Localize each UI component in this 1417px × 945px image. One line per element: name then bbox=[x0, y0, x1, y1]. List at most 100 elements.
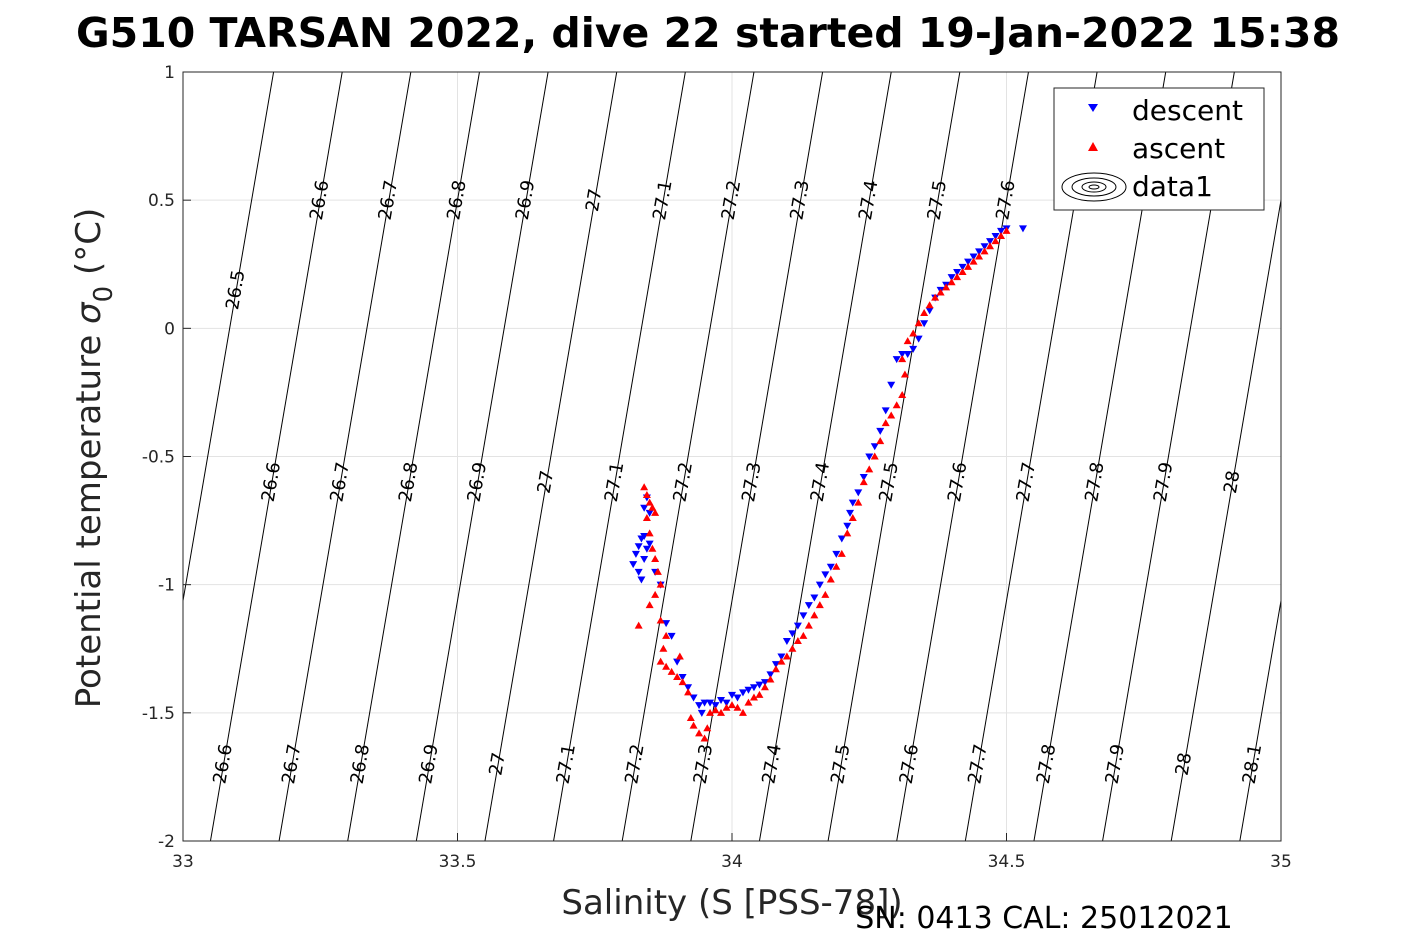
descent-point bbox=[898, 350, 907, 358]
ascent-point bbox=[695, 729, 704, 737]
ascent-point bbox=[700, 734, 709, 742]
descent-point bbox=[892, 356, 901, 364]
ascent-point bbox=[821, 590, 830, 598]
ascent-point bbox=[865, 465, 874, 473]
descent-point bbox=[986, 238, 995, 246]
ascent-point bbox=[991, 237, 1000, 245]
y-axis-ticks: -2 -1.5 -1 -0.5 0 0.5 1 bbox=[142, 63, 191, 852]
descent-point bbox=[640, 556, 649, 564]
descent-point bbox=[909, 345, 918, 353]
ascent-point bbox=[648, 503, 657, 511]
ascent-point bbox=[744, 698, 753, 706]
descent-point bbox=[645, 540, 654, 548]
ascent-point bbox=[706, 708, 715, 716]
descent-point bbox=[887, 381, 896, 389]
descent-point bbox=[706, 699, 715, 707]
isopycnal-line bbox=[621, 72, 755, 841]
legend-descent-marker bbox=[1088, 104, 1098, 112]
descent-point bbox=[782, 638, 791, 646]
ascent-point bbox=[640, 483, 649, 491]
descent-point bbox=[793, 622, 802, 630]
ascent-point bbox=[634, 621, 643, 629]
descent-point bbox=[969, 253, 978, 261]
isopycnal-label: 27 bbox=[582, 187, 607, 213]
descent-point bbox=[788, 630, 797, 638]
descent-point bbox=[876, 427, 885, 435]
descent-point bbox=[846, 509, 855, 517]
descent-point bbox=[991, 233, 1000, 241]
descent-point bbox=[837, 535, 846, 543]
ascent-point bbox=[931, 293, 940, 301]
ascent-point bbox=[684, 688, 693, 696]
descent-point bbox=[1018, 225, 1027, 233]
descent-point bbox=[760, 679, 769, 687]
x-axis-label: Salinity (S [PSS-78]) bbox=[561, 883, 902, 923]
descent-point bbox=[733, 694, 742, 702]
ascent-point bbox=[980, 247, 989, 255]
ascent-point bbox=[799, 631, 808, 639]
serial-calibration-footer: SN: 0413 CAL: 25012021 bbox=[855, 901, 1233, 936]
descent-point bbox=[662, 620, 671, 628]
isopycnal-line bbox=[347, 72, 480, 841]
ascent-point bbox=[810, 611, 819, 619]
ascent-point bbox=[826, 575, 835, 583]
descent-point bbox=[859, 474, 868, 482]
y-tick-label: 0 bbox=[164, 319, 175, 339]
ascent-point bbox=[722, 703, 731, 711]
descent-point bbox=[815, 581, 824, 589]
isopycnal-line bbox=[827, 72, 961, 841]
descent-point bbox=[964, 258, 973, 266]
y-tick-label: 0.5 bbox=[148, 191, 175, 211]
ascent-point bbox=[969, 257, 978, 265]
ascent-point bbox=[953, 273, 962, 281]
ascent-point bbox=[717, 708, 726, 716]
ascent-point bbox=[964, 262, 973, 270]
descent-point bbox=[870, 443, 879, 451]
ascent-point bbox=[653, 567, 662, 575]
descent-point bbox=[640, 532, 649, 540]
ascent-point bbox=[760, 683, 769, 691]
y-tick-label: -0.5 bbox=[142, 448, 175, 468]
descent-point bbox=[804, 602, 813, 610]
x-tick-label: 34 bbox=[721, 852, 743, 872]
ascent-point bbox=[997, 232, 1006, 240]
y-axis-label: Potential temperature σ0 (°C) bbox=[69, 208, 119, 708]
legend: descent ascent data1 bbox=[1053, 87, 1265, 211]
descent-point bbox=[684, 684, 693, 692]
isopycnal-line bbox=[553, 72, 686, 841]
legend-descent-label: descent bbox=[1132, 94, 1243, 127]
ascent-point bbox=[678, 678, 687, 686]
descent-point bbox=[810, 594, 819, 602]
descent-point bbox=[771, 661, 780, 669]
x-tick-label: 33.5 bbox=[439, 852, 477, 872]
ascent-point bbox=[870, 452, 879, 460]
descent-point bbox=[777, 653, 786, 661]
ascent-point bbox=[659, 644, 668, 652]
x-tick-label: 34.5 bbox=[988, 852, 1026, 872]
ascent-point bbox=[788, 644, 797, 652]
ascent-point bbox=[815, 601, 824, 609]
isopycnal-label: 27 bbox=[534, 469, 559, 495]
ascent-point bbox=[777, 657, 786, 665]
ascent-point bbox=[843, 529, 852, 537]
ascent-point bbox=[733, 703, 742, 711]
ascent-point bbox=[645, 529, 654, 537]
ascent-point bbox=[898, 390, 907, 398]
isopycnal-line bbox=[484, 72, 618, 841]
isopycnal-label: 28 bbox=[1220, 469, 1245, 495]
ascent-point bbox=[662, 662, 671, 670]
ascent-point bbox=[804, 621, 813, 629]
descent-point bbox=[717, 697, 726, 705]
ascent-point bbox=[662, 631, 671, 639]
descent-point bbox=[722, 699, 731, 707]
ascent-point bbox=[642, 490, 651, 498]
legend-ascent-label: ascent bbox=[1132, 132, 1225, 165]
descent-point bbox=[843, 522, 852, 530]
chart-title: G510 TARSAN 2022, dive 22 started 19-Jan… bbox=[76, 9, 1340, 57]
y-axis-label-main: Potential temperature bbox=[69, 324, 109, 708]
ascent-point bbox=[920, 308, 929, 316]
ascent-point bbox=[881, 419, 890, 427]
descent-point bbox=[637, 576, 646, 584]
x-axis-ticks: 33 33.5 34 34.5 35 bbox=[172, 833, 1292, 872]
ascent-point bbox=[942, 283, 951, 291]
